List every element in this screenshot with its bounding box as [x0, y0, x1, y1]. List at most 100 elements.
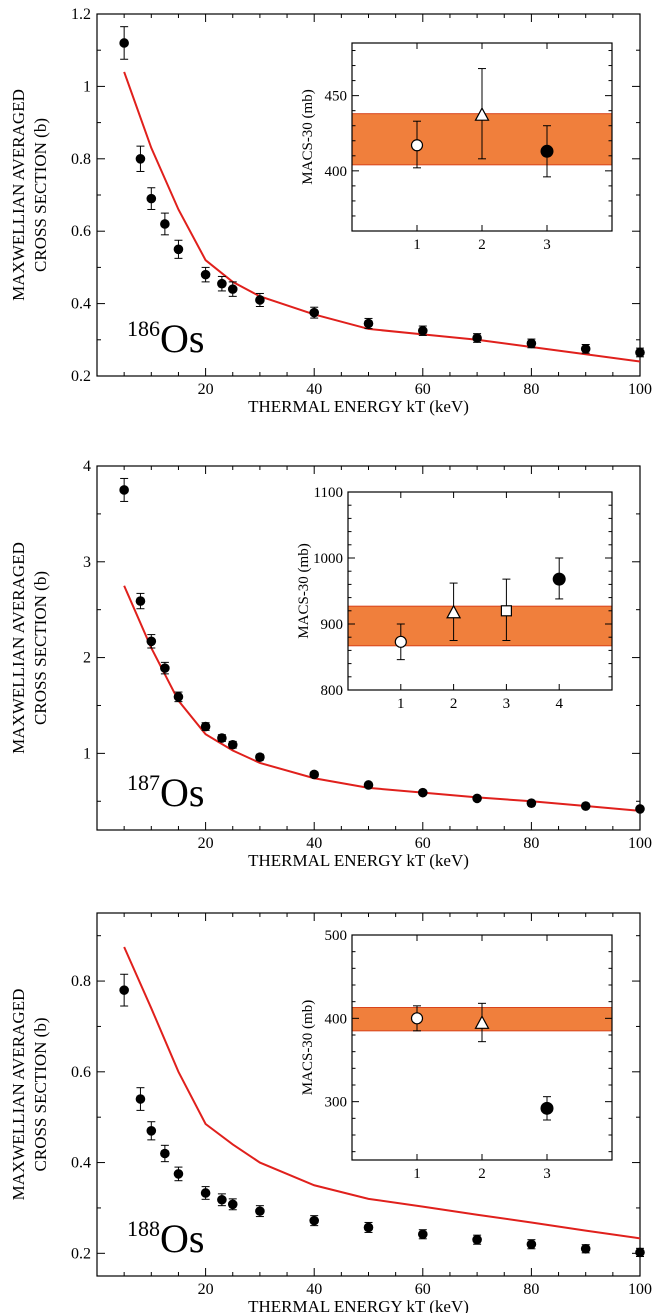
x-tick-label: 40: [306, 835, 322, 852]
data-point: [200, 721, 211, 732]
data-point: [173, 692, 184, 702]
inset-x-tick-label: 2: [450, 696, 458, 712]
inset-y-tick-label: 300: [325, 1095, 348, 1111]
x-axis-title: THERMAL ENERGY kT (keV): [248, 1297, 469, 1313]
inset-y-axis-title: MACS-30 (mb): [300, 89, 316, 184]
data-point: [160, 219, 170, 229]
data-point: [526, 1239, 537, 1250]
nuclide-mass: 188: [127, 1216, 160, 1241]
data-point: [119, 38, 129, 48]
data-point: [135, 1094, 146, 1104]
inset-y-tick-label: 800: [321, 683, 344, 699]
data-point: [135, 154, 146, 164]
y-axis-title-line1: MAXWELLIAN AVERAGED: [9, 542, 28, 754]
x-tick-label: 100: [628, 381, 652, 398]
inset-187: 1 2 3 4 800 900 1000 1100 MACS-30 (mb): [296, 485, 613, 712]
inset-point-open-circle: [410, 139, 424, 152]
data-point: [173, 1169, 184, 1179]
inset-point-open-square: [500, 605, 512, 617]
data-point: [363, 1222, 374, 1233]
x-axis-title: THERMAL ENERGY kT (keV): [248, 851, 469, 870]
inset-186: 1 2 3 400 450 MACS-30 (mb): [300, 42, 613, 253]
data-point: [200, 269, 211, 280]
nuclide-symbol: Os: [160, 770, 204, 815]
nuclide-label: 186Os: [127, 316, 204, 361]
data-point: [580, 801, 591, 811]
data-point: [217, 278, 227, 289]
data-point: [146, 193, 157, 204]
data-point: [160, 1148, 170, 1159]
inset-point-open-circle: [410, 1012, 424, 1025]
data-point: [173, 244, 184, 255]
y-tick-label: 0.4: [71, 296, 91, 313]
data-point: [255, 295, 265, 305]
data-point: [227, 739, 238, 750]
data-point: [472, 333, 482, 343]
data-point: [135, 596, 146, 606]
chart-panel-187: 20 40 60 80 100 1 2 3 4 THERMAL ENERGY kT (keV) MA…: [9, 458, 652, 870]
inset-x-tick-label: 1: [413, 1166, 421, 1182]
x-tick-label: 80: [523, 381, 539, 398]
x-tick-label: 80: [523, 1281, 539, 1298]
chart-panel-188: 20 40 60 80 100 0.2 0.4 0.6 0.8 THERMAL ENERGY kT…: [9, 912, 652, 1313]
data-point: [119, 985, 129, 995]
inset-frame: [347, 491, 613, 691]
data-point: [526, 338, 537, 349]
data-point: [472, 1234, 482, 1245]
y-tick-label: 0.2: [71, 1245, 91, 1262]
data-point: [200, 1188, 211, 1198]
inset-y-tick-label: 400: [325, 164, 348, 180]
data-point: [309, 769, 320, 780]
data-point: [635, 1247, 645, 1258]
inset-point-open-triangle: [474, 106, 490, 121]
nuclide-label: 187Os: [127, 770, 204, 815]
x-tick-label: 80: [523, 835, 539, 852]
data-point: [227, 284, 238, 294]
y-axis-title-line2: CROSS SECTION (b): [31, 1018, 50, 1172]
data-point: [217, 733, 227, 743]
chart-panel-186: 20 40 60 80 100 0.2 0.4 0.6 0.8 1 1.2 THERMAL ENERG…: [9, 6, 652, 416]
x-axis-title: THERMAL ENERGY kT (keV): [248, 397, 469, 416]
inset-point-open-triangle: [474, 1015, 490, 1029]
y-tick-label: 0.8: [71, 151, 91, 168]
x-tick-label: 60: [415, 835, 431, 852]
nuclide-label: 188Os: [127, 1216, 204, 1261]
y-tick-label: 0.2: [71, 368, 91, 385]
x-tick-label: 40: [306, 381, 322, 398]
inset-point-filled-circle: [540, 144, 554, 158]
x-tick-label: 20: [198, 381, 214, 398]
x-tick-label: 20: [198, 835, 214, 852]
model-curve: [123, 946, 641, 1240]
y-tick-label: 1: [83, 745, 91, 762]
nuclide-mass: 187: [127, 770, 160, 795]
y-tick-label: 0.8: [71, 973, 91, 990]
data-point: [472, 793, 482, 804]
x-tick-label: 40: [306, 1281, 322, 1298]
inset-y-axis-title: MACS-30 (mb): [296, 543, 312, 638]
nuclide-symbol: Os: [160, 1216, 204, 1261]
y-tick-label: 1: [83, 78, 91, 95]
y-axis-title-line1: MAXWELLIAN AVERAGED: [9, 89, 28, 301]
inset-background: [352, 935, 612, 1160]
data-point: [309, 1215, 320, 1226]
inset-point-open-circle: [394, 635, 407, 648]
y-tick-label: 3: [83, 554, 91, 571]
data-point: [580, 1243, 591, 1254]
y-tick-label: 1.2: [71, 6, 91, 23]
data-point: [119, 485, 129, 495]
data-point: [363, 318, 374, 329]
inset-y-tick-label: 450: [325, 89, 348, 105]
data-point: [255, 1206, 265, 1216]
data-point: [146, 636, 157, 647]
inset-point-filled-circle: [540, 1101, 554, 1115]
y-tick-label: 2: [83, 650, 91, 667]
data-point: [255, 752, 265, 762]
data-point: [363, 780, 374, 790]
inset-y-axis-title: MACS-30 (mb): [300, 1000, 316, 1095]
data-point: [635, 347, 645, 358]
data-point: [227, 1199, 238, 1210]
inset-y-tick-label: 1000: [313, 551, 343, 567]
inset-x-tick-label: 3: [503, 696, 511, 712]
inset-y-tick-label: 900: [321, 617, 344, 633]
